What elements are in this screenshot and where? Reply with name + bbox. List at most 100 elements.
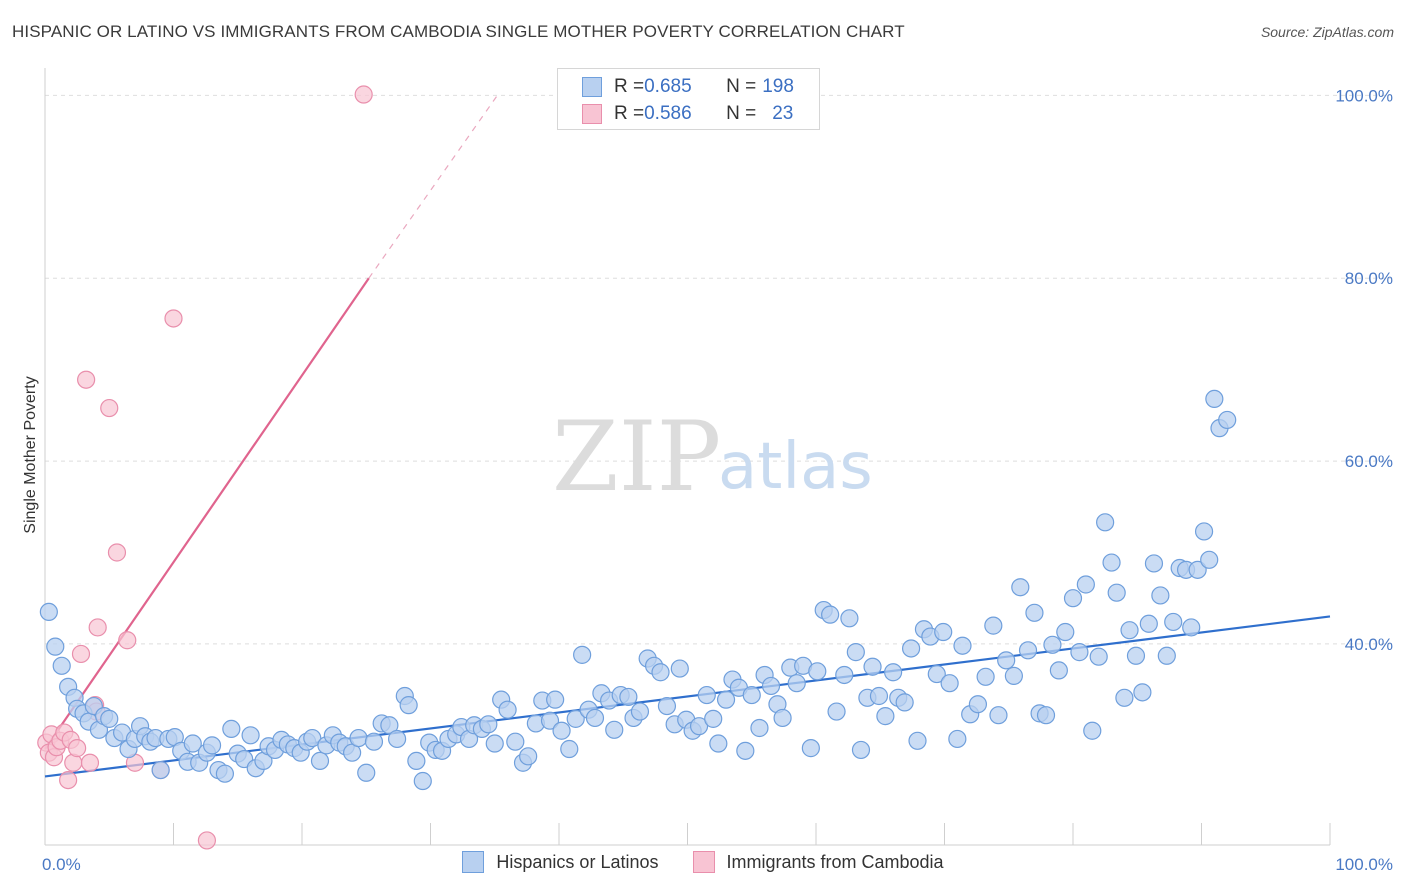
data-point-hispanic [349, 728, 368, 748]
legend-swatch-cambodia [582, 104, 602, 124]
data-point-hispanic [1188, 560, 1207, 579]
data-point-hispanic [704, 709, 723, 728]
legend-label-hispanic: Hispanics or Latinos [496, 851, 659, 872]
data-point-hispanic [1049, 661, 1068, 680]
correlation-legend: R = 0.685 N = 198 R = 0.586 N = 23 [557, 68, 820, 130]
data-point-hispanic [552, 721, 571, 740]
data-point-hispanic [895, 693, 914, 712]
data-point-cambodia [197, 831, 217, 850]
data-point-cambodia [71, 644, 91, 664]
trend-lines [44, 95, 1331, 778]
data-point-hispanic [984, 616, 1003, 635]
series-hispanic-points [39, 389, 1237, 791]
trend-line-hispanic [44, 615, 1331, 778]
data-point-hispanic [202, 736, 222, 755]
data-point-hispanic [506, 732, 525, 751]
data-point-hispanic [1056, 622, 1075, 642]
data-point-cambodia [107, 543, 127, 562]
data-point-hispanic [1096, 513, 1115, 532]
data-point-hispanic [1120, 621, 1139, 640]
data-point-cambodia [118, 631, 137, 650]
data-point-hispanic [801, 739, 820, 758]
data-point-cambodia [68, 739, 87, 758]
data-point-hispanic [1025, 603, 1044, 622]
data-point-hispanic [1139, 614, 1158, 633]
data-point-hispanic [1151, 586, 1170, 605]
data-point-hispanic [846, 643, 865, 662]
x-tick-label: 100.0% [1335, 855, 1393, 874]
data-point-hispanic [934, 622, 953, 642]
data-point-hispanic [183, 734, 202, 753]
data-point-hispanic [948, 729, 967, 749]
data-point-hispanic [1004, 666, 1023, 685]
data-point-hispanic [787, 674, 806, 693]
data-point-hispanic [1018, 641, 1038, 660]
data-point-hispanic [585, 708, 605, 728]
data-point-hispanic [546, 690, 565, 709]
data-point-hispanic [901, 639, 921, 658]
data-point-hispanic [883, 663, 903, 682]
data-point-hispanic [399, 696, 418, 715]
legend-r-label: R = [614, 103, 645, 124]
legend-item-hispanic: Hispanics or Latinos [462, 851, 659, 873]
data-point-hispanic [222, 719, 241, 739]
data-point-hispanic [940, 674, 959, 693]
data-point-hispanic [573, 645, 592, 664]
watermark-zip: ZIP [552, 401, 721, 513]
data-point-cambodia [77, 370, 96, 389]
legend-n-value: 23 [772, 103, 794, 124]
trend-line-cambodia-extension [368, 95, 498, 279]
legend-row-cambodia: R = 0.586 N = 23 [582, 101, 793, 127]
axes [44, 68, 1331, 846]
x-tick-label: 0.0% [42, 855, 81, 874]
data-point-hispanic [303, 728, 322, 748]
chart-title: HISPANIC OR LATINO VS IMMIGRANTS FROM CA… [12, 22, 905, 41]
legend-n-value: 198 [762, 76, 794, 97]
data-point-hispanic [773, 708, 792, 728]
data-point-hispanic [876, 707, 895, 726]
y-axis-label: Single Mother Poverty [22, 376, 39, 533]
data-point-hispanic [1144, 554, 1164, 573]
series-cambodia-points [37, 85, 373, 850]
data-point-hispanic [519, 747, 538, 766]
data-point-hispanic [761, 676, 781, 696]
data-point-hispanic [1102, 553, 1121, 572]
data-point-hispanic [1126, 646, 1146, 665]
data-point-hispanic [46, 637, 65, 656]
data-point-hispanic [560, 739, 579, 759]
data-point-hispanic [908, 731, 927, 750]
legend-n-label: N = [726, 103, 757, 124]
data-point-hispanic [689, 717, 709, 736]
data-point-hispanic [605, 720, 624, 739]
watermark-atlas: atlas [718, 430, 873, 504]
data-point-hispanic [1133, 683, 1152, 702]
data-point-cambodia [88, 618, 107, 637]
legend-r-value: 0.586 [644, 103, 692, 124]
data-point-hispanic [953, 636, 972, 655]
data-point-hispanic [742, 685, 761, 705]
data-point-hispanic [750, 718, 769, 738]
series-legend: Hispanics or Latinos Immigrants from Cam… [0, 851, 1406, 873]
data-point-cambodia [164, 309, 183, 328]
data-point-hispanic [630, 702, 650, 721]
data-point-hispanic [657, 696, 677, 716]
data-point-hispanic [1182, 618, 1201, 637]
data-point-hispanic [1063, 589, 1083, 608]
data-point-hispanic [863, 657, 882, 676]
y-tick-label: 100.0% [1335, 86, 1393, 105]
data-point-hispanic [485, 734, 504, 753]
data-point-hispanic [1043, 635, 1062, 654]
data-point-cambodia [80, 753, 100, 772]
y-tick-label: 80.0% [1345, 269, 1393, 288]
data-point-cambodia [59, 770, 78, 790]
source-label: Source: ZipAtlas.com [1260, 24, 1394, 40]
data-point-hispanic [1157, 646, 1176, 665]
y-tick-label: 40.0% [1345, 635, 1393, 654]
data-point-hispanic [479, 715, 498, 734]
data-point-hispanic [100, 709, 119, 728]
data-point-hispanic [827, 702, 846, 721]
data-point-hispanic [1218, 410, 1237, 430]
data-point-hispanic [927, 664, 946, 684]
data-point-hispanic [821, 605, 840, 624]
